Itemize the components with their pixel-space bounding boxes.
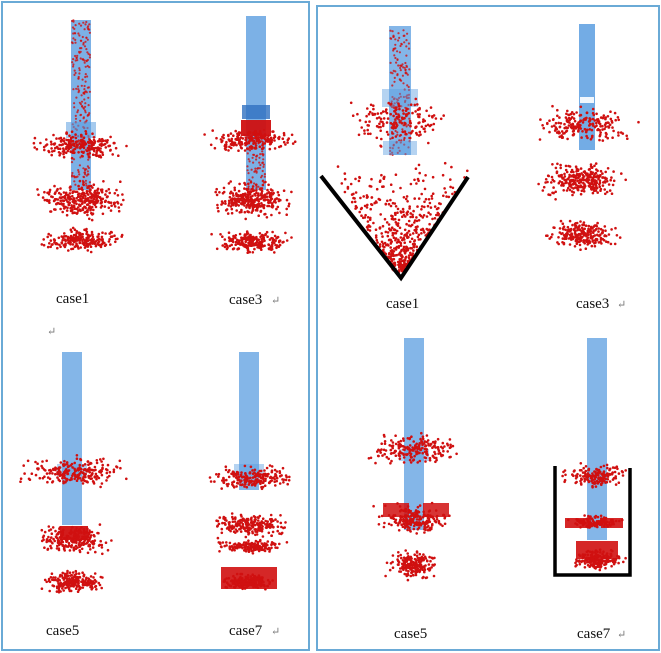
bracket-boundary-line (553, 466, 632, 577)
case5-left-simulation (19, 352, 128, 594)
case1-left-simulation (32, 19, 128, 254)
paragraph-mark: ↵ (617, 299, 627, 311)
case7-left-simulation (208, 352, 291, 591)
caption-right-case7: case7 (577, 626, 611, 642)
caption-right-case5: case5 (394, 626, 428, 642)
caption-right-case1: case1 (386, 296, 420, 312)
case7-right-simulation (561, 338, 627, 572)
case5-right-simulation (367, 338, 458, 582)
paragraph-mark: ↵ (47, 326, 57, 338)
caption-left-case3: case3 (229, 292, 263, 308)
case3-left-simulation (203, 16, 297, 254)
v-shape-boundary-line (319, 174, 470, 282)
caption-left-case1: case1 (56, 291, 90, 307)
case1-right-simulation (336, 26, 469, 274)
paragraph-mark: ↵ (271, 626, 281, 638)
caption-left-case7: case7 (229, 623, 263, 639)
caption-right-case3: case3 (576, 296, 610, 312)
paragraph-mark: ↵ (271, 295, 281, 307)
caption-left-case5: case5 (46, 623, 80, 639)
case3-right-simulation (537, 24, 640, 251)
paragraph-mark: ↵ (617, 629, 627, 641)
